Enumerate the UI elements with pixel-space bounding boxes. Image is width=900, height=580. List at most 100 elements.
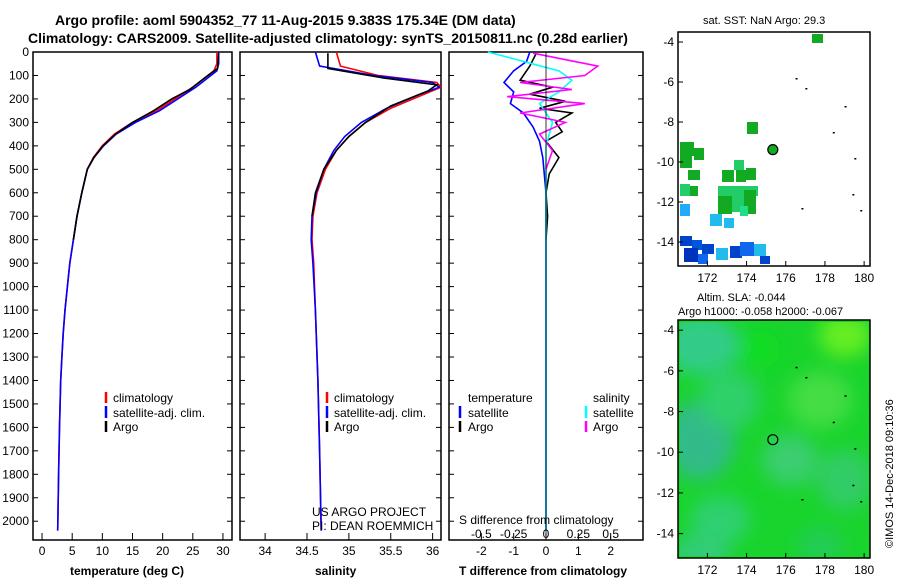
salinity-panel-frame	[239, 51, 442, 541]
legend-climatology: climatology	[334, 391, 394, 405]
y-tick-label: 400	[9, 139, 29, 153]
sst-cell	[716, 248, 728, 260]
map-y-tick-label: -8	[663, 115, 674, 129]
sla-map-ticks: 172 174 176 178 180 -4 -6 -8 -10 -12 -14	[657, 323, 875, 577]
sst-cell	[747, 122, 758, 134]
y-tick-label: 600	[9, 186, 29, 200]
sst-cell	[680, 156, 692, 168]
sst-cell	[680, 184, 690, 196]
temperature-xlabel: temperature (deg C)	[70, 564, 184, 578]
map-y-tick-label: -6	[663, 75, 674, 89]
track-dot	[832, 421, 835, 424]
x-tick-label: 36	[426, 544, 440, 558]
series-line-climatology	[56, 52, 218, 531]
x-tick-label: 20	[156, 544, 170, 558]
map-x-tick-label: 172	[697, 271, 717, 285]
salinity-difference-ticks: -0.5 -0.25 0 0.25 0.5	[471, 527, 619, 541]
x-tick-label: -2	[476, 544, 487, 558]
legend-s-argo: Argo	[593, 420, 619, 434]
sla-blob	[680, 535, 730, 556]
sst-cell	[690, 186, 698, 196]
sst-cell	[680, 204, 690, 216]
map-y-tick-label: -14	[657, 235, 675, 249]
track-dot	[801, 208, 804, 210]
sst-cell	[688, 170, 700, 180]
sst-cell	[680, 142, 694, 156]
sla-blob	[788, 372, 852, 428]
map-y-tick-label: -12	[657, 486, 675, 500]
pi-annotation: PI: DEAN ROEMMICH	[312, 519, 433, 533]
track-dot	[854, 448, 857, 450]
track-dot	[795, 78, 798, 80]
salinity-axis-ticks: 34 34.5 35 35.5 36	[240, 51, 441, 558]
y-tick-label: 300	[9, 115, 29, 129]
y-tick-label: 1200	[2, 327, 29, 341]
track-dot	[832, 132, 835, 134]
y-tick-label: 1900	[2, 491, 29, 505]
x-tick-label: 25	[186, 544, 200, 558]
sst-cell	[724, 218, 734, 228]
track-dot	[844, 106, 847, 108]
legend-t-satellite: satellite	[468, 406, 509, 420]
x-tick-label: 10	[96, 544, 110, 558]
temperature-panel-frame	[32, 51, 233, 541]
series-line-satellite-adj-clim-	[310, 51, 442, 531]
temperature-axis-ticks: 0 5 10 15 20 25 30	[33, 51, 232, 558]
y-tick-label: 1000	[2, 280, 29, 294]
sla-blob	[680, 322, 740, 375]
y-tick-label: 700	[9, 209, 29, 223]
sst-cell	[746, 168, 756, 180]
legend-s-satellite: satellite	[593, 406, 634, 420]
series-line-t-satellite	[502, 51, 547, 531]
secondary-tick-label: 0.5	[602, 527, 619, 541]
sst-cell	[684, 248, 698, 262]
series-line-t-argo	[518, 52, 575, 240]
x-tick-label: 34	[258, 544, 272, 558]
series-line-argo	[72, 53, 220, 240]
salinity-series	[310, 51, 443, 531]
track-dot	[852, 484, 855, 487]
sst-cell	[734, 160, 744, 170]
sla-blob	[819, 322, 869, 357]
sst-map-ticks: 172 174 176 178 180 -4 -6 -8 -10 -12 -14	[657, 35, 875, 285]
track-dot	[795, 366, 798, 369]
y-tick-label: 500	[9, 162, 29, 176]
sla-map-title: Altim. SLA: -0.044	[697, 292, 786, 304]
x-tick-label: 35.5	[379, 544, 403, 558]
x-tick-label: 1	[575, 544, 582, 558]
map-y-tick-label: -6	[663, 364, 674, 378]
series-line-satellite-adj-clim-	[56, 52, 220, 531]
sst-cell	[698, 254, 708, 264]
sst-cell	[680, 236, 692, 246]
x-tick-label: 35	[342, 544, 356, 558]
y-tick-label: 1300	[2, 350, 29, 364]
sst-cell	[812, 34, 823, 43]
sst-map-cells	[680, 34, 823, 264]
y-tick-label: 1400	[2, 373, 29, 387]
y-tick-label: 1100	[3, 303, 29, 317]
header-subtitle: Climatology: CARS2009. Satellite-adjuste…	[28, 30, 628, 46]
legend-climatology: climatology	[113, 391, 173, 405]
y-tick-label: 1600	[2, 420, 29, 434]
y-tick-label: 2000	[2, 514, 29, 528]
sla-blob	[700, 372, 760, 428]
salinity-legend: climatology satellite-adj. clim. Argo	[325, 391, 426, 434]
sst-cell	[736, 170, 746, 182]
footer-credit: ©IMOS 14-Dec-2018 09:10:36	[884, 399, 896, 548]
argo-position-marker	[767, 144, 779, 156]
sst-cell	[710, 214, 722, 226]
map-x-tick-label: 180	[854, 271, 874, 285]
legend-temperature-title: temperature	[468, 391, 533, 405]
legend-argo: Argo	[334, 420, 360, 434]
map-y-tick-label: -10	[657, 445, 675, 459]
sst-cell	[722, 170, 734, 182]
sst-cell	[740, 242, 754, 256]
track-dot	[860, 501, 863, 503]
difference-axis-ticks: -2 -1 0 1 2	[449, 51, 643, 558]
sst-cell	[730, 246, 742, 258]
sst-cell	[694, 148, 704, 160]
sst-cell	[740, 206, 748, 216]
map-x-tick-label: 176	[776, 563, 796, 577]
track-dot	[805, 376, 808, 379]
sla-map-marks	[767, 366, 863, 503]
